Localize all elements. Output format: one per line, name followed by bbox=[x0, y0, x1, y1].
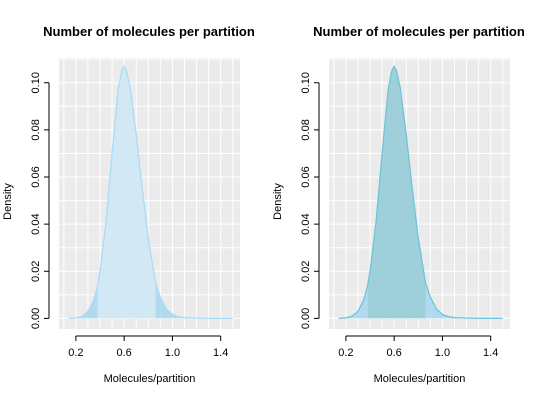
chart-title: Number of molecules per partition bbox=[313, 24, 525, 39]
y-tick-label: 0.00 bbox=[300, 308, 312, 329]
x-tick-label: 0.6 bbox=[387, 347, 402, 359]
density-tail-left bbox=[338, 285, 368, 319]
chart-2: 0.2 0.6 1.0 1.4 0.00 0.02 0.04 0.06 0.08 0.10 Numb… bbox=[272, 24, 525, 385]
x-tick-label: 1.4 bbox=[213, 347, 228, 359]
density-tail-left bbox=[68, 285, 98, 319]
y-axis-label: Density bbox=[272, 183, 284, 220]
density-tail-right bbox=[155, 283, 233, 319]
x-axis-label: Molecules/partition bbox=[374, 373, 466, 385]
x-tick-label: 1.4 bbox=[483, 347, 498, 359]
y-tick-label: 0.04 bbox=[300, 213, 312, 234]
y-tick-label: 0.02 bbox=[30, 261, 42, 282]
density-line bbox=[338, 64, 503, 320]
y-axis-label: Density bbox=[2, 183, 14, 220]
y-tick-label: 0.02 bbox=[300, 261, 312, 282]
y-tick-label: 0.10 bbox=[30, 72, 42, 93]
x-tick-label: 1.0 bbox=[435, 347, 450, 359]
x-tick-label: 0.6 bbox=[117, 347, 132, 359]
chart-title: Number of molecules per partition bbox=[43, 24, 255, 39]
density-area bbox=[97, 66, 156, 319]
density-tail-right bbox=[425, 283, 503, 319]
y-tick-label: 0.08 bbox=[300, 119, 312, 140]
y-tick-label: 0.00 bbox=[30, 308, 42, 329]
x-axis-label: Molecules/partition bbox=[104, 373, 196, 385]
x-tick-label: 0.2 bbox=[68, 347, 83, 359]
x-tick-label: 1.0 bbox=[165, 347, 180, 359]
y-tick-label: 0.10 bbox=[300, 72, 312, 93]
y-tick-label: 0.06 bbox=[300, 166, 312, 187]
x-tick-label: 0.2 bbox=[338, 347, 353, 359]
y-tick-label: 0.04 bbox=[30, 213, 42, 234]
density-line bbox=[68, 64, 233, 320]
density-area bbox=[367, 66, 426, 319]
y-tick-label: 0.06 bbox=[30, 166, 42, 187]
chart-1: 0.2 0.6 1.0 1.4 0.00 0.02 0.04 0.06 0.08 0.10 Numb… bbox=[2, 24, 255, 385]
y-tick-label: 0.08 bbox=[30, 119, 42, 140]
